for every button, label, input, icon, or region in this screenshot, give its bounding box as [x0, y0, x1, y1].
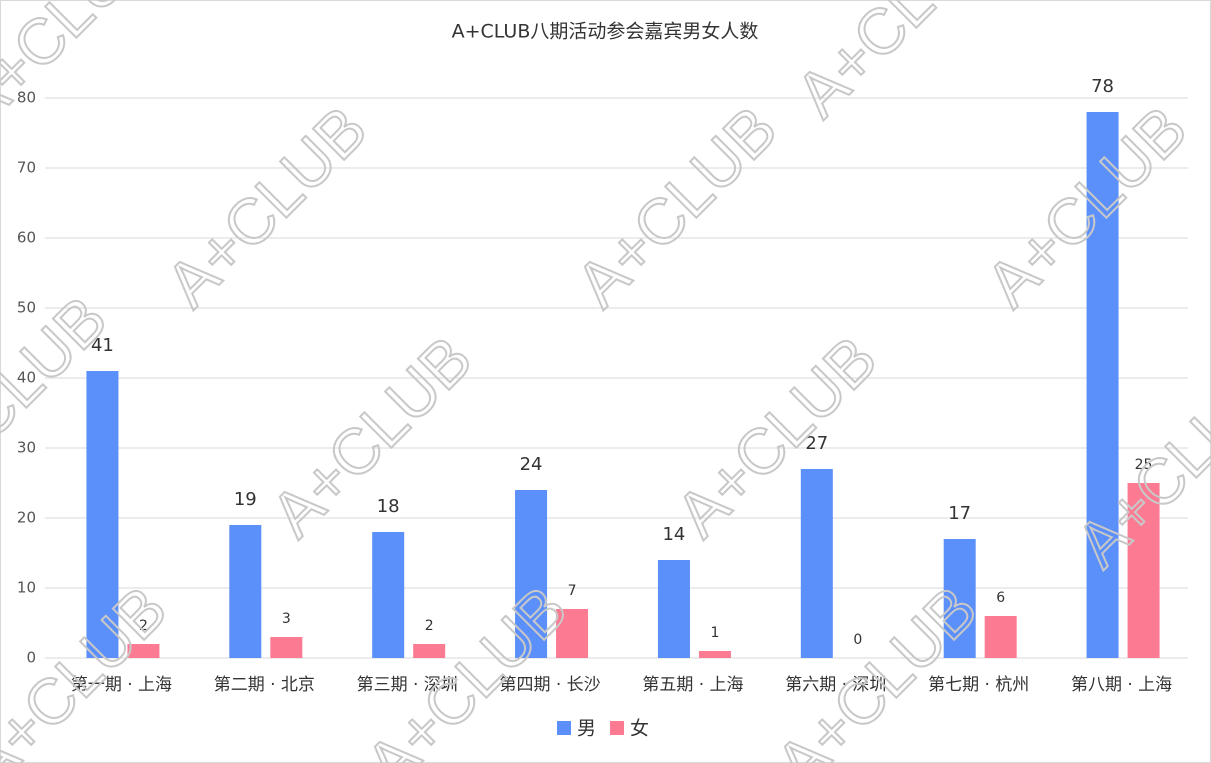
x-tick-label: 第二期 · 北京	[214, 675, 315, 695]
bar	[372, 532, 405, 658]
y-tick-label: 20	[17, 509, 36, 527]
x-tick-label: 第八期 · 上海	[1071, 675, 1172, 695]
y-tick-label: 60	[17, 229, 36, 247]
data-label: 78	[1091, 76, 1114, 97]
bar	[229, 525, 262, 658]
x-tick-label: 第五期 · 上海	[642, 675, 743, 695]
data-label: 18	[377, 496, 400, 517]
y-tick-label: 0	[26, 649, 36, 667]
bar	[657, 560, 690, 658]
data-label: 27	[805, 433, 828, 454]
bar	[943, 539, 976, 658]
bar	[800, 469, 833, 658]
bar	[1086, 112, 1119, 658]
data-label: 19	[234, 489, 257, 510]
legend-swatch	[557, 721, 571, 735]
data-label: 2	[139, 618, 148, 634]
bar	[86, 371, 119, 658]
data-label: 14	[662, 524, 685, 545]
data-label: 6	[996, 590, 1005, 606]
x-tick-label: 第一期 · 上海	[71, 675, 172, 695]
data-label: 1	[710, 625, 719, 641]
legend-label: 男	[577, 718, 596, 740]
data-label: 17	[948, 503, 971, 524]
data-label: 0	[853, 632, 862, 648]
y-tick-label: 40	[17, 369, 36, 387]
bar	[984, 616, 1017, 658]
x-tick-label: 第四期 · 长沙	[499, 675, 600, 695]
legend-label: 女	[630, 718, 649, 740]
y-tick-label: 50	[17, 299, 36, 317]
bar	[698, 651, 731, 658]
y-tick-label: 70	[17, 159, 36, 177]
bar	[413, 644, 446, 658]
bar	[1127, 483, 1160, 658]
data-label: 7	[568, 583, 577, 599]
y-tick-label: 80	[17, 89, 36, 107]
data-label: 41	[91, 335, 114, 356]
bar	[515, 490, 548, 658]
data-label: 25	[1135, 457, 1153, 473]
y-tick-label: 10	[17, 579, 36, 597]
y-tick-label: 30	[17, 439, 36, 457]
data-label: 24	[520, 454, 543, 475]
x-tick-label: 第七期 · 杭州	[928, 675, 1029, 695]
bar	[127, 644, 160, 658]
bar	[270, 637, 303, 658]
data-label: 3	[282, 611, 291, 627]
x-tick-label: 第三期 · 深圳	[357, 675, 458, 695]
chart-title: A+CLUB八期活动参会嘉宾男女人数	[452, 21, 759, 43]
x-tick-label: 第六期 · 深圳	[785, 675, 886, 695]
legend-swatch	[610, 721, 624, 735]
bar	[556, 609, 589, 658]
data-label: 2	[425, 618, 434, 634]
